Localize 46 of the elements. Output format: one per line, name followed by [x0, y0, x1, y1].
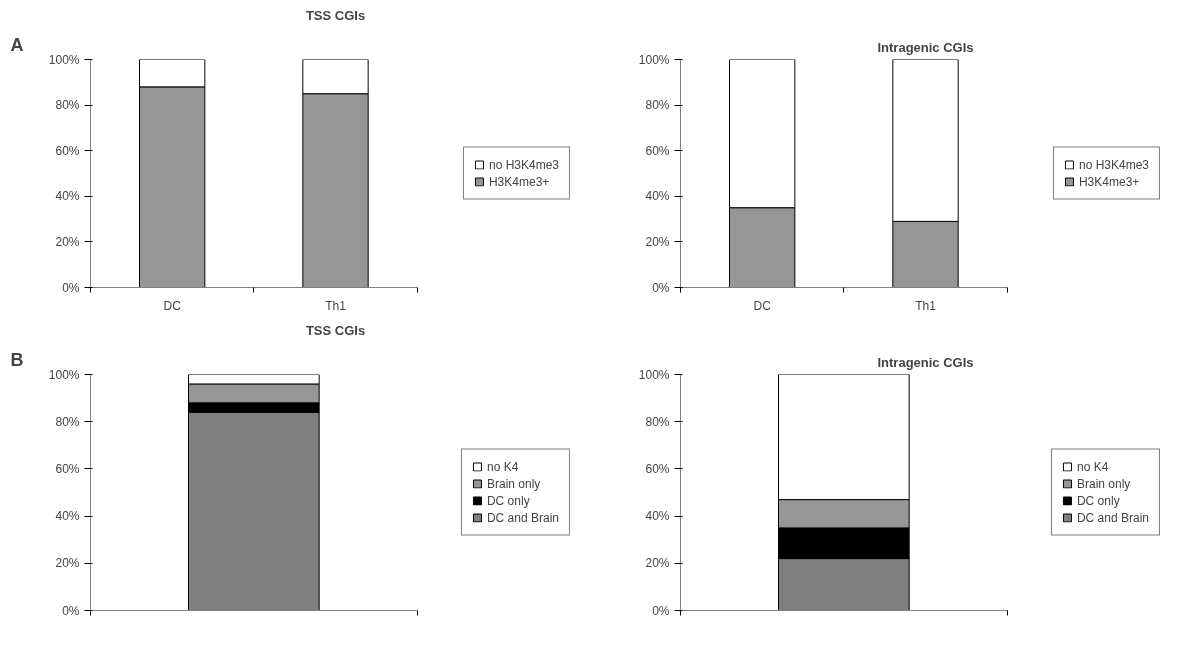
x-tick-label: Th1: [325, 298, 347, 313]
legend-label: Brain only: [1076, 476, 1131, 491]
legend-label: DC only: [486, 493, 530, 508]
x-tick-label: DC: [753, 298, 772, 313]
y-tick-label: 40%: [645, 509, 670, 524]
legend-label: H3K4me3+: [1078, 174, 1140, 189]
y-tick-label: 60%: [645, 461, 670, 476]
y-tick-label: 40%: [55, 189, 80, 204]
y-tick-label: 80%: [55, 414, 80, 429]
legend-label: no K4: [486, 459, 519, 474]
x-tick-label: Th1: [915, 298, 937, 313]
y-tick-label: 20%: [645, 556, 670, 571]
chart-title: TSS CGIs: [305, 7, 366, 23]
y-tick-label: 20%: [55, 234, 80, 249]
y-tick-label: 0%: [62, 603, 80, 618]
legend-label: DC only: [1076, 493, 1120, 508]
chart-title: Intragenic CGIs: [877, 39, 974, 55]
y-tick-label: 80%: [645, 98, 670, 113]
y-tick-label: 80%: [645, 414, 670, 429]
legend-label: H3K4me3+: [488, 174, 550, 189]
y-tick-label: 20%: [645, 234, 670, 249]
y-tick-label: 80%: [55, 98, 80, 113]
legend-label: no K4: [1076, 459, 1109, 474]
legend-label: no H3K4me3: [488, 157, 559, 172]
y-tick-label: 100%: [638, 52, 670, 67]
chart-title: TSS CGIs: [305, 322, 366, 338]
y-tick-label: 0%: [652, 280, 670, 295]
text: A: [10, 34, 24, 55]
y-tick-label: 40%: [55, 509, 80, 524]
legend-label: DC and Brain: [1076, 510, 1149, 525]
y-tick-label: 100%: [48, 367, 80, 382]
chart-title: Intragenic CGIs: [877, 354, 974, 370]
y-tick-label: 20%: [55, 556, 80, 571]
y-tick-label: 0%: [62, 280, 80, 295]
text: B: [10, 349, 24, 370]
y-tick-label: 60%: [55, 143, 80, 158]
legend-label: DC and Brain: [486, 510, 559, 525]
legend-label: no H3K4me3: [1078, 157, 1149, 172]
y-tick-label: 0%: [652, 603, 670, 618]
x-tick-label: DC: [163, 298, 182, 313]
y-tick-label: 100%: [48, 52, 80, 67]
y-tick-label: 60%: [55, 461, 80, 476]
legend-label: Brain only: [486, 476, 541, 491]
y-tick-label: 60%: [645, 143, 670, 158]
y-tick-label: 100%: [638, 367, 670, 382]
y-tick-label: 40%: [645, 189, 670, 204]
